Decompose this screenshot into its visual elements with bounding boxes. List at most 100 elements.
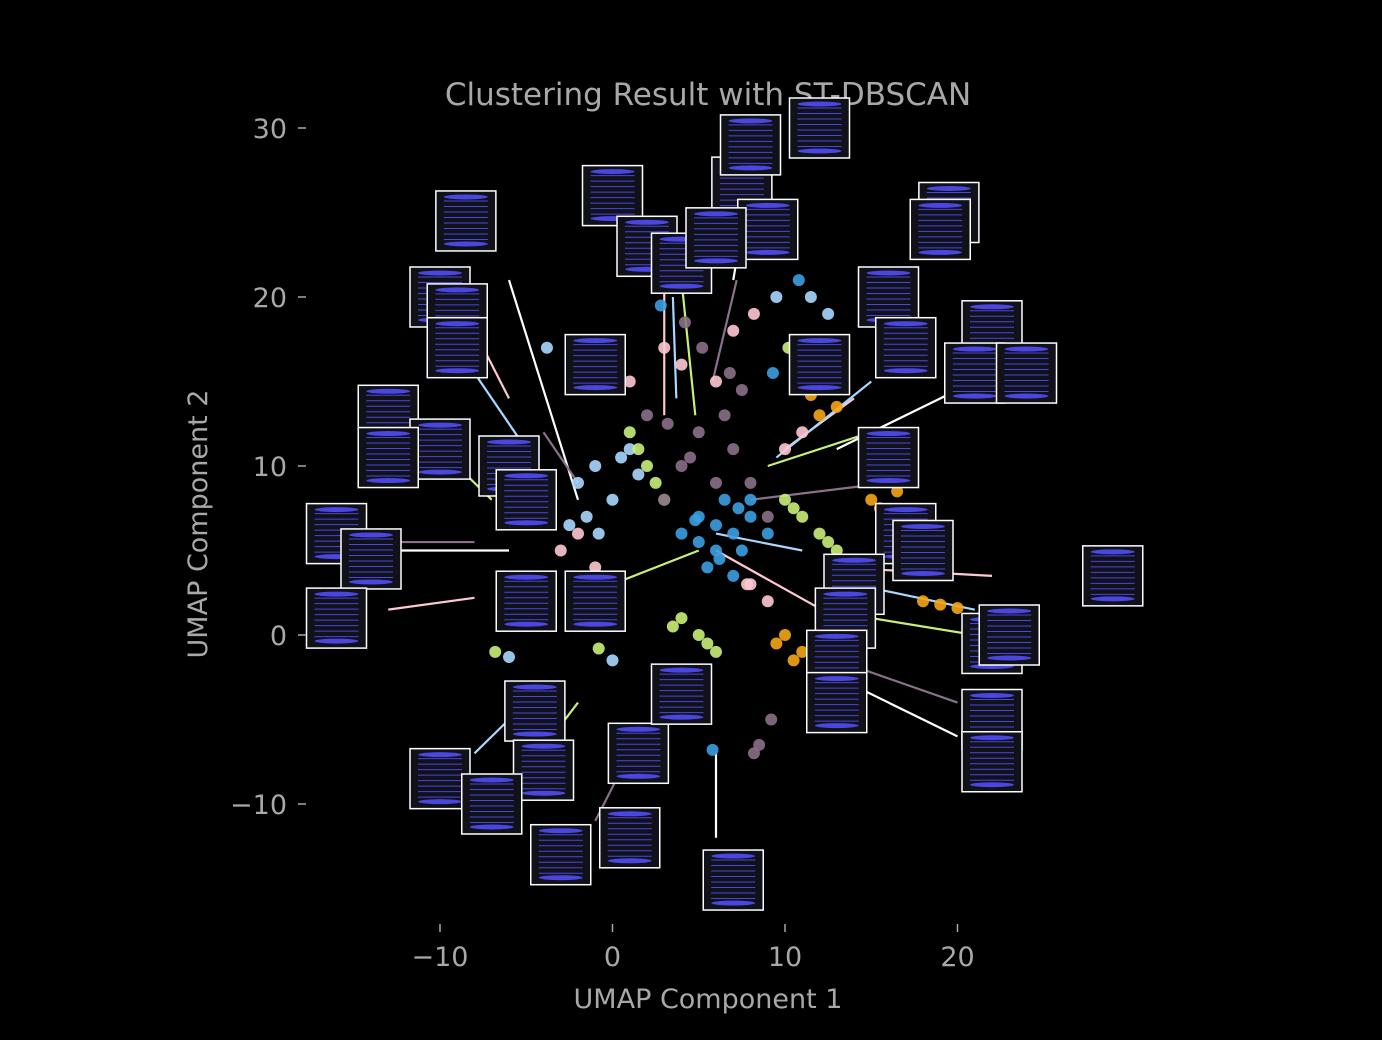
data-point [713, 552, 726, 565]
thumbnail-cap-bottom [349, 579, 393, 585]
thumbnail [892, 519, 954, 582]
x-axis: −10 0 10 20 [412, 924, 975, 973]
data-point [796, 426, 809, 439]
data-point [710, 375, 722, 388]
data-point [692, 629, 705, 641]
data-point [701, 637, 714, 650]
thumbnail [788, 333, 851, 396]
thumbnail-cap-top [435, 287, 480, 293]
data-point [666, 620, 679, 633]
thumbnail-cap-top [504, 473, 549, 479]
data-point [822, 536, 835, 549]
data-point [592, 527, 605, 540]
thumbnail [426, 316, 488, 379]
thumbnail-cap-top [616, 726, 661, 732]
thumbnail [857, 426, 920, 489]
thumbnail-cap-top [443, 194, 488, 200]
data-point [727, 569, 740, 582]
leader-line [671, 296, 678, 399]
thumbnail-cap-bottom [469, 824, 514, 830]
data-point [865, 493, 878, 506]
thumbnail-cap-top [883, 507, 928, 513]
thumbnail [995, 342, 1058, 404]
thumbnail-cap-top [814, 633, 859, 639]
thumbnail-cap-bottom [797, 385, 842, 391]
leader-line [711, 279, 738, 382]
thumbnail-cap-top [504, 574, 549, 580]
thumbnail-cap-top [832, 557, 876, 563]
data-point [589, 561, 602, 574]
thumbnail-cap-bottom [538, 875, 583, 881]
data-point [696, 341, 709, 354]
data-point [615, 451, 628, 464]
data-point [641, 460, 653, 472]
data-point [796, 645, 809, 658]
leader-line [767, 431, 872, 468]
thumbnail-cap-top [987, 608, 1032, 614]
data-point [658, 341, 671, 354]
data-point [732, 502, 745, 515]
thumbnail-cap-top [970, 735, 1014, 741]
data-point [779, 629, 791, 641]
thumbnail [909, 198, 971, 261]
data-point [804, 291, 817, 303]
thumbnail-cap-bottom [745, 249, 790, 255]
y-tick-label: 0 [270, 621, 287, 652]
data-point [761, 527, 774, 540]
thumbnail [685, 207, 747, 269]
thumbnail-cap-top [538, 828, 583, 834]
thumbnail [305, 587, 368, 649]
chart-title: Clustering Result with ST-DBSCAN [445, 77, 971, 113]
thumbnail-cap-top [866, 431, 911, 437]
thumbnail [607, 722, 670, 785]
thumbnail-cap-bottom [1004, 393, 1049, 399]
data-point [503, 650, 515, 663]
thumbnail [512, 739, 575, 801]
thumbnail [564, 333, 626, 396]
data-point [623, 426, 636, 439]
thumbnail-cap-top [314, 507, 359, 513]
data-point [692, 426, 705, 439]
thumbnail-cap-top [659, 667, 704, 673]
leader-line [388, 596, 475, 611]
data-point [770, 637, 783, 650]
data-point [675, 358, 688, 371]
thumbnail-cap-top [814, 676, 859, 682]
x-tick-label: 20 [940, 942, 974, 973]
thumbnail-cap-bottom [883, 368, 928, 374]
data-point [706, 743, 719, 756]
thumbnail [944, 342, 1006, 404]
thumbnail-cap-bottom [814, 723, 859, 729]
data-point [813, 527, 826, 540]
thumbnail-cap-bottom [659, 283, 704, 289]
thumbnail [1082, 545, 1144, 607]
thumbnail-cap-bottom [987, 655, 1032, 661]
y-axis-label: UMAP Component 2 [183, 390, 214, 659]
thumbnail-cap-bottom [504, 621, 549, 627]
thumbnail [504, 680, 566, 742]
thumbnail-cap-bottom [504, 520, 549, 526]
thumbnail [495, 469, 557, 531]
data-point [735, 544, 748, 557]
thumbnail-cap-top [694, 211, 738, 217]
thumbnail-cap-top [418, 270, 462, 276]
thumbnail-cap-bottom [711, 900, 756, 906]
data-point [727, 324, 740, 337]
thumbnail-cap-top [1090, 549, 1135, 555]
data-point [641, 409, 653, 422]
x-tick-label: −10 [412, 942, 469, 973]
thumbnail-cap-top [314, 591, 359, 597]
data-point [589, 460, 602, 472]
data-point [744, 510, 757, 523]
thumbnail-cap-top [970, 693, 1014, 698]
thumbnail-cap-top [901, 524, 945, 529]
thumbnail-cap-top [926, 186, 971, 191]
data-point [744, 493, 757, 506]
thumbnail-cap-bottom [607, 858, 652, 864]
thumbnail-cap-top [711, 853, 756, 859]
data-point [761, 510, 774, 523]
thumbnail-cap-bottom [659, 714, 704, 720]
data-point [563, 519, 576, 532]
data-point [675, 527, 688, 540]
thumbnail-cap-top [918, 202, 963, 208]
